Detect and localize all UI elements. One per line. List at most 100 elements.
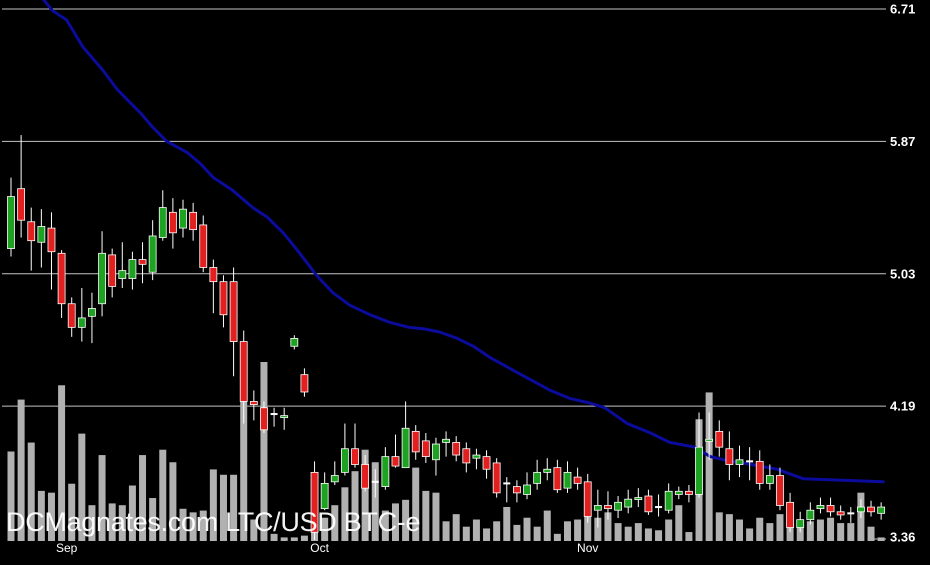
volume-bar: [776, 514, 784, 541]
volume-bar: [827, 517, 835, 541]
volume-bar: [128, 485, 136, 541]
bullish-candle-body: [857, 506, 865, 513]
bullish-candle-body: [796, 519, 805, 528]
volume-bar: [422, 490, 430, 541]
volume-bar: [493, 521, 501, 541]
bearish-candle-body: [786, 501, 794, 528]
volume-bar: [816, 519, 824, 541]
bearish-candle-body: [583, 481, 592, 517]
bullish-candle-body: [735, 459, 744, 465]
volume-bar: [47, 492, 55, 541]
volume-bar: [300, 535, 308, 541]
volume-bar: [756, 517, 764, 541]
volume-bar: [98, 455, 106, 541]
bearish-candle-body: [57, 252, 66, 305]
bullish-candle-body: [472, 454, 481, 459]
volume-bar: [321, 517, 329, 541]
x-axis-label: Sep: [56, 541, 78, 555]
volume-bar: [169, 462, 177, 541]
bullish-candle-body: [280, 415, 289, 419]
volume-bar: [159, 449, 167, 541]
bullish-candle-body: [816, 505, 825, 510]
bearish-candle-body: [685, 490, 693, 495]
watermark: DCMagnates.com LTC/USD BTC-e: [6, 507, 421, 537]
volume-bar: [634, 523, 642, 541]
volume-bar: [68, 483, 76, 541]
y-axis-label: 6.71: [890, 2, 915, 17]
bullish-candle-body: [148, 235, 157, 273]
doji-candle-body: [655, 506, 663, 509]
bullish-candle-body: [877, 506, 886, 514]
volume-bar: [290, 537, 298, 541]
volume-bar: [270, 533, 278, 541]
bearish-candle-body: [209, 267, 218, 283]
volume-bar: [78, 433, 86, 541]
bearish-candle-body: [776, 475, 784, 506]
volume-bar: [462, 526, 470, 541]
bearish-candle-body: [199, 224, 208, 268]
bearish-candle-body: [219, 281, 228, 316]
bullish-candle-body: [77, 317, 86, 328]
bearish-candle-body: [189, 211, 198, 231]
volume-bar: [513, 524, 521, 541]
volume-bar: [614, 523, 622, 541]
bearish-candle-body: [47, 227, 56, 253]
volume-bar: [766, 523, 774, 541]
bearish-candle-body: [553, 467, 562, 491]
bearish-candle-body: [513, 486, 521, 494]
volume-bar: [452, 514, 460, 541]
bullish-candle-body: [118, 270, 127, 279]
volume-bar: [108, 503, 116, 541]
bearish-candle-body: [260, 407, 268, 431]
bearish-candle-body: [239, 341, 248, 402]
bearish-candle-body: [573, 476, 582, 484]
volume-bar: [118, 505, 126, 541]
bullish-candle-body: [593, 505, 602, 511]
bearish-candle-body: [108, 254, 117, 287]
volume-bar: [351, 471, 359, 541]
bullish-candle-body: [634, 497, 643, 500]
bullish-candle-body: [806, 509, 815, 521]
volume-bar: [341, 487, 349, 541]
volume-bar: [705, 392, 713, 541]
doji-candle-body: [847, 512, 855, 515]
doji-candle-body: [746, 460, 754, 463]
bearish-candle-body: [482, 456, 491, 470]
volume-bar: [594, 517, 602, 541]
volume-bar: [533, 526, 541, 541]
volume-bar: [391, 503, 399, 541]
bullish-candle-body: [695, 446, 703, 495]
bearish-candle-body: [361, 464, 370, 489]
bearish-candle-body: [351, 448, 359, 465]
bullish-candle-body: [381, 456, 390, 487]
volume-bar: [624, 526, 632, 541]
bearish-candle-body: [644, 495, 653, 513]
bullish-candle-body: [128, 259, 137, 279]
volume-bar: [553, 533, 561, 541]
bearish-candle-body: [17, 188, 26, 221]
volume-bar: [58, 385, 66, 541]
volume-bar: [796, 524, 804, 541]
volume-bar: [260, 362, 268, 541]
volume-bar: [139, 455, 147, 541]
volume-bar: [189, 512, 197, 541]
bullish-candle-body: [290, 338, 299, 347]
bullish-candle-body: [705, 438, 714, 442]
volume-bar: [725, 514, 733, 541]
y-axis-label: 5.87: [890, 134, 915, 149]
volume-bar: [209, 469, 217, 541]
bearish-candle-body: [755, 460, 764, 484]
bullish-candle-body: [674, 490, 683, 495]
volume-bar: [604, 512, 612, 541]
volume-bar: [523, 517, 531, 541]
y-axis-label: 3.36: [890, 530, 915, 545]
volume-bar: [432, 492, 440, 541]
volume-bar: [563, 521, 571, 541]
bearish-candle-body: [168, 211, 177, 234]
y-axis-label: 5.03: [890, 266, 915, 281]
bearish-candle-body: [836, 511, 845, 516]
volume-bar: [442, 521, 450, 541]
volume-bar: [806, 521, 814, 541]
x-axis-label: Nov: [577, 541, 598, 555]
